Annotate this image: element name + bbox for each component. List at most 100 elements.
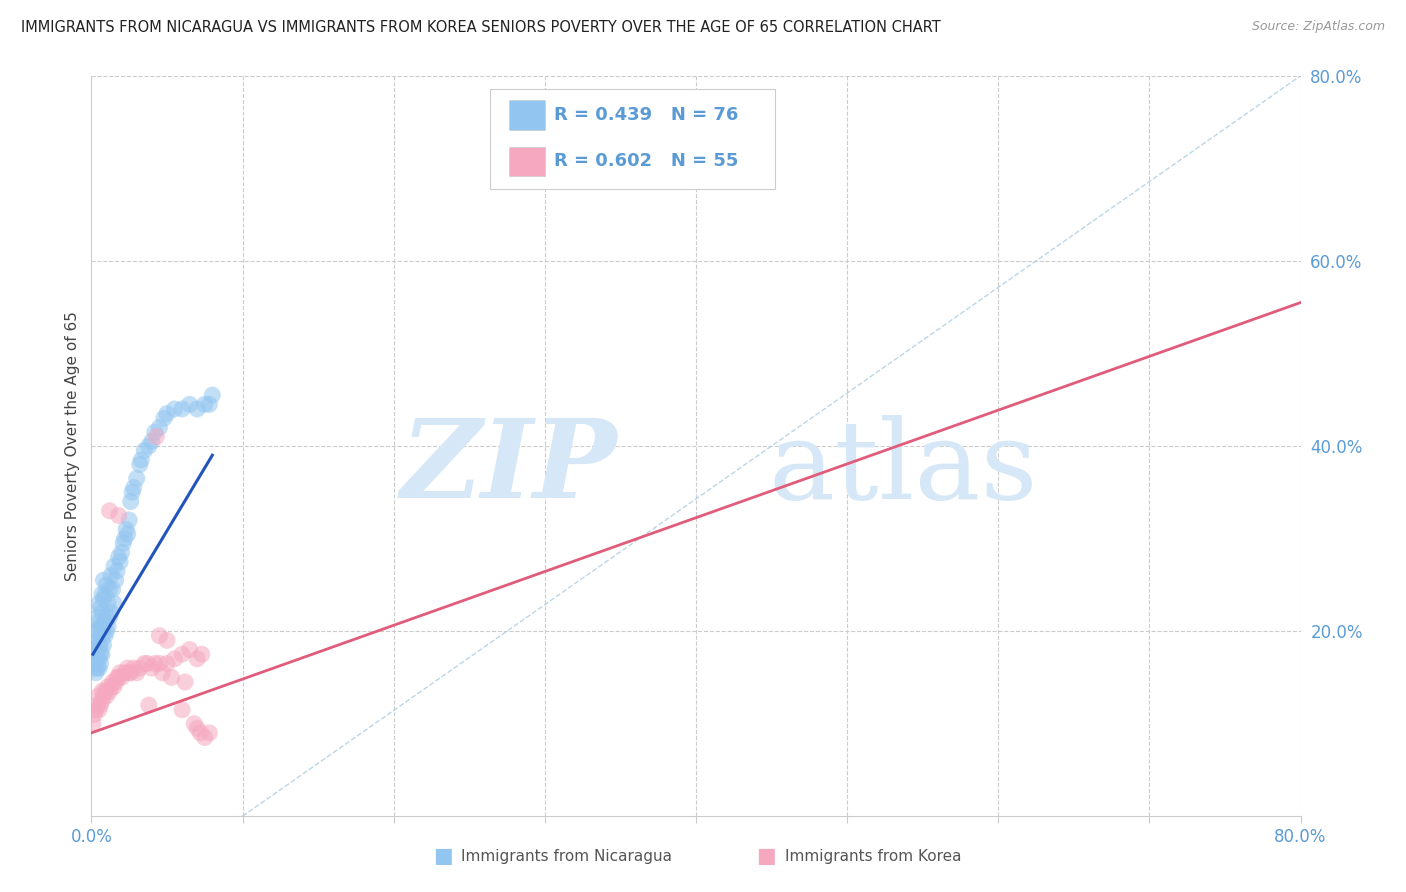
Point <box>122 481 145 495</box>
Bar <box>509 146 544 176</box>
Point <box>143 425 166 439</box>
Point <box>183 716 205 731</box>
Point <box>84 633 107 648</box>
Point <box>87 652 110 666</box>
Point <box>91 606 114 620</box>
Point <box>186 401 208 416</box>
Text: atlas: atlas <box>769 415 1038 522</box>
Point <box>93 573 115 587</box>
Point <box>93 689 115 703</box>
Text: ■: ■ <box>433 847 453 866</box>
Point <box>198 726 221 740</box>
Point <box>84 665 107 680</box>
Point <box>98 684 121 698</box>
Point <box>194 731 217 745</box>
Point <box>134 657 156 671</box>
Text: Source: ZipAtlas.com: Source: ZipAtlas.com <box>1251 20 1385 33</box>
Point <box>172 647 194 661</box>
Point <box>129 453 152 467</box>
Point <box>89 698 111 712</box>
Point <box>86 698 108 712</box>
Point <box>97 596 120 610</box>
Point <box>125 471 148 485</box>
Point <box>148 657 170 671</box>
Point <box>86 647 108 661</box>
Text: ZIP: ZIP <box>401 415 617 522</box>
Point <box>91 587 114 601</box>
Point <box>156 633 179 648</box>
Point <box>108 555 131 569</box>
FancyBboxPatch shape <box>491 89 775 189</box>
Point <box>98 610 121 624</box>
Point <box>118 513 141 527</box>
Point <box>87 638 110 652</box>
Point <box>156 657 179 671</box>
Point <box>87 596 110 610</box>
Point <box>93 591 115 606</box>
Point <box>138 698 160 712</box>
Point <box>179 397 201 411</box>
Point <box>94 587 117 601</box>
Point <box>114 665 136 680</box>
Point <box>82 647 104 661</box>
Point <box>84 624 107 639</box>
Point <box>198 397 221 411</box>
Point <box>91 684 114 698</box>
Point <box>190 647 212 661</box>
Point <box>89 619 111 633</box>
Point <box>117 527 139 541</box>
Point <box>87 703 110 717</box>
Point <box>125 665 148 680</box>
Point <box>87 661 110 675</box>
Point <box>115 522 138 536</box>
Point <box>97 680 120 694</box>
Point <box>87 689 110 703</box>
Point <box>163 652 186 666</box>
Point <box>94 629 117 643</box>
Point <box>134 443 156 458</box>
Point <box>103 559 125 574</box>
Point <box>145 430 167 444</box>
Point <box>101 582 124 597</box>
Point <box>141 661 163 675</box>
Point <box>94 684 117 698</box>
Point <box>105 564 128 578</box>
Point <box>84 657 107 671</box>
Point <box>96 689 118 703</box>
Y-axis label: Seniors Poverty Over the Age of 65: Seniors Poverty Over the Age of 65 <box>65 311 80 581</box>
Text: R = 0.602   N = 55: R = 0.602 N = 55 <box>554 153 740 170</box>
Point <box>194 397 217 411</box>
Point <box>105 670 128 684</box>
Point <box>174 675 197 690</box>
Point <box>98 504 121 518</box>
Point <box>156 407 179 421</box>
Point <box>148 629 170 643</box>
Point <box>143 657 166 671</box>
Point <box>91 693 114 707</box>
Point <box>94 615 117 629</box>
Point <box>83 661 105 675</box>
Point <box>111 545 132 559</box>
Point <box>118 665 141 680</box>
Point <box>86 610 108 624</box>
Text: Immigrants from Korea: Immigrants from Korea <box>785 849 962 863</box>
Point <box>138 439 160 453</box>
Point <box>100 568 122 582</box>
Point <box>172 703 194 717</box>
Point <box>141 434 163 449</box>
Point <box>122 661 145 675</box>
Point <box>148 420 170 434</box>
Point <box>87 615 110 629</box>
Point <box>89 657 111 671</box>
Point <box>91 647 114 661</box>
Point <box>107 670 129 684</box>
Text: ■: ■ <box>756 847 776 866</box>
Point <box>98 582 121 597</box>
Text: Immigrants from Nicaragua: Immigrants from Nicaragua <box>461 849 672 863</box>
Bar <box>509 100 544 130</box>
Point <box>84 703 107 717</box>
Point <box>83 652 105 666</box>
Point <box>104 675 127 690</box>
Point <box>108 665 131 680</box>
Point <box>201 388 224 402</box>
